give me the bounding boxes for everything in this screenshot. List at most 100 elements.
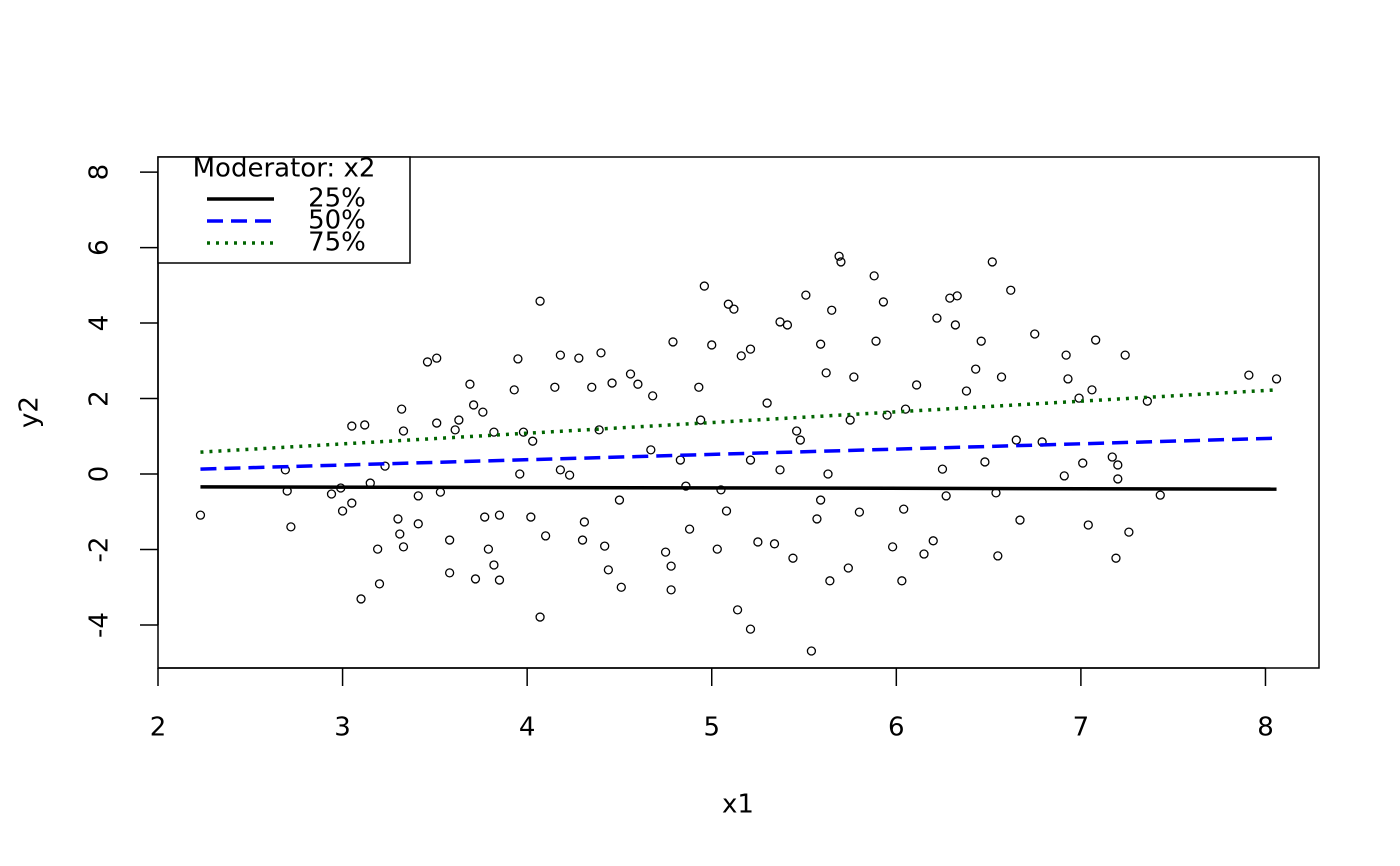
- point: [347, 421, 357, 431]
- point: [1011, 435, 1021, 445]
- point: [707, 340, 717, 350]
- point: [596, 348, 606, 358]
- point: [513, 354, 523, 364]
- point: [1120, 350, 1130, 360]
- point: [509, 385, 519, 395]
- point: [729, 304, 739, 314]
- point: [648, 391, 658, 401]
- point: [801, 290, 811, 300]
- point: [470, 574, 481, 584]
- point: [699, 281, 710, 291]
- legend-title: Moderator: x2: [193, 154, 376, 184]
- point: [600, 541, 610, 551]
- point: [616, 582, 626, 592]
- point: [435, 487, 446, 497]
- point: [594, 425, 604, 435]
- point: [869, 271, 879, 281]
- point: [882, 410, 892, 420]
- point: [286, 522, 296, 532]
- point: [356, 594, 366, 604]
- point: [849, 372, 859, 382]
- point: [1059, 471, 1069, 481]
- point: [398, 542, 409, 552]
- point: [1107, 452, 1117, 462]
- point: [587, 382, 597, 392]
- point: [374, 579, 385, 589]
- point: [1061, 350, 1071, 360]
- point: [732, 605, 743, 615]
- x-tick-label: 6: [888, 713, 905, 743]
- point: [555, 350, 566, 360]
- point: [971, 364, 981, 374]
- point: [614, 495, 625, 505]
- point: [1113, 460, 1123, 470]
- point: [937, 464, 948, 474]
- point: [911, 380, 922, 390]
- point: [815, 339, 826, 349]
- point: [941, 491, 951, 501]
- point: [1124, 527, 1134, 537]
- y-tick-label: -2: [85, 537, 115, 563]
- point: [660, 547, 671, 557]
- x-tick-label: 5: [703, 713, 720, 743]
- point: [625, 369, 636, 379]
- point: [716, 485, 726, 495]
- point: [821, 368, 831, 378]
- point: [806, 646, 817, 656]
- point: [396, 404, 407, 414]
- point: [1030, 329, 1040, 339]
- point: [515, 469, 525, 479]
- point: [980, 457, 990, 467]
- point: [579, 517, 590, 527]
- point: [834, 251, 844, 261]
- point: [845, 415, 855, 425]
- point: [996, 372, 1007, 382]
- point: [555, 465, 566, 475]
- y-tick-label: 6: [85, 239, 115, 256]
- point: [478, 407, 488, 417]
- point: [791, 426, 802, 436]
- y-tick-label: 2: [85, 390, 115, 407]
- fit-line: [200, 436, 1277, 471]
- point: [444, 568, 455, 578]
- point: [745, 344, 756, 354]
- point: [528, 436, 538, 446]
- point: [1063, 374, 1073, 384]
- point: [762, 398, 772, 408]
- point: [444, 535, 455, 545]
- point: [450, 425, 460, 435]
- point: [1244, 370, 1254, 380]
- point: [1006, 285, 1016, 295]
- point: [372, 544, 383, 554]
- point: [1113, 474, 1123, 484]
- point: [494, 575, 505, 585]
- point: [1271, 374, 1282, 384]
- point: [712, 544, 722, 554]
- point: [398, 426, 409, 436]
- y-tick-label: -4: [85, 612, 115, 638]
- point: [795, 435, 805, 445]
- point: [1078, 458, 1088, 468]
- point: [976, 336, 986, 346]
- point: [465, 379, 475, 389]
- legend-label: 50%: [308, 206, 366, 236]
- point: [871, 336, 881, 346]
- point: [769, 539, 780, 549]
- point: [812, 514, 822, 524]
- legend-label: 75%: [308, 228, 366, 258]
- point: [380, 461, 390, 471]
- point: [668, 337, 678, 347]
- y-tick-label: 8: [85, 164, 115, 181]
- point: [347, 498, 357, 508]
- point: [535, 296, 545, 306]
- point: [745, 624, 756, 634]
- point: [489, 560, 499, 570]
- point: [775, 465, 785, 475]
- point: [432, 418, 442, 428]
- point: [684, 524, 695, 534]
- point: [413, 491, 423, 501]
- point: [577, 535, 588, 545]
- point: [489, 427, 499, 437]
- point: [646, 445, 656, 455]
- x-tick-label: 8: [1257, 713, 1274, 743]
